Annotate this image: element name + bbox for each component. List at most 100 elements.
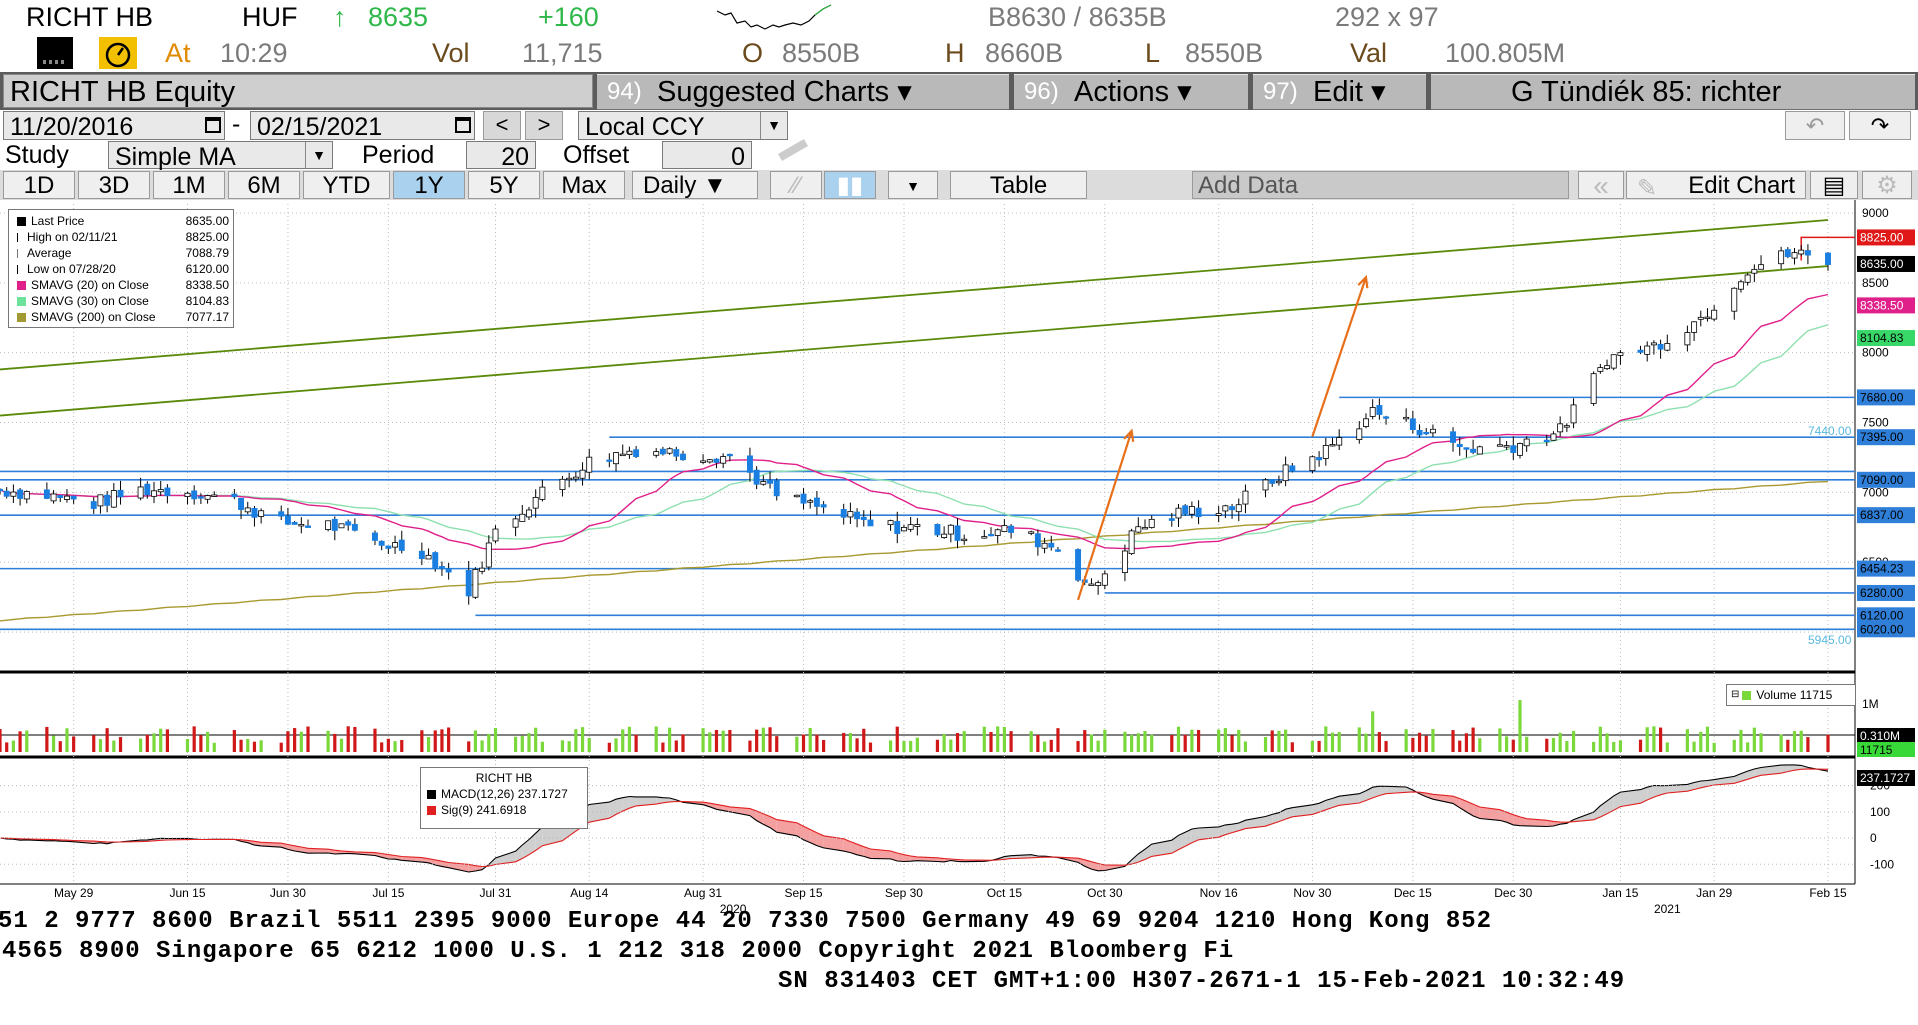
period-input[interactable]: 20 xyxy=(466,141,536,170)
next-period-button[interactable]: > xyxy=(525,111,563,140)
candle-body xyxy=(472,569,479,598)
x-tick-label: Dec 30 xyxy=(1494,886,1532,900)
currency-select[interactable]: Local CCY ▼ xyxy=(578,111,788,141)
chart-legend[interactable]: Last Price 8635.00 High on 02/11/21 8825.00… xyxy=(8,209,234,328)
candle-body xyxy=(1322,445,1329,459)
macd-value: 237.1727 xyxy=(517,787,568,801)
volume-bar xyxy=(1551,737,1556,752)
range-button-6m[interactable]: 6M xyxy=(228,171,300,199)
volume-bar xyxy=(755,729,759,752)
security-field[interactable]: RICHT HB Equity xyxy=(3,74,593,108)
candle-body xyxy=(633,449,640,458)
volume-bar xyxy=(293,728,297,752)
volume-bar xyxy=(915,737,919,752)
bid-ask: B8630 / 8635B xyxy=(988,2,1167,32)
volume-bar xyxy=(949,739,953,752)
x-tick-label: Oct 30 xyxy=(1087,886,1123,900)
redo-button[interactable]: ↷ xyxy=(1849,111,1911,140)
prev-period-button[interactable]: < xyxy=(483,111,521,140)
volume-bar xyxy=(232,730,236,752)
collapse-icon[interactable]: ⊟ xyxy=(1731,689,1740,700)
candle-body xyxy=(104,494,111,506)
candle-body xyxy=(485,542,492,568)
end-date-input[interactable]: 02/15/2021 xyxy=(250,111,475,141)
legend-value: 6120.00 xyxy=(185,262,229,276)
volume-bar xyxy=(902,741,906,752)
calendar-icon[interactable] xyxy=(205,117,221,133)
range-button-1m[interactable]: 1M xyxy=(153,171,225,199)
candle-chart-button[interactable]: ▮▮ xyxy=(824,171,876,199)
volume-bar xyxy=(1263,736,1268,752)
volume-bar xyxy=(1310,740,1315,752)
candle-body xyxy=(1617,352,1624,356)
volume-bar xyxy=(159,728,163,752)
volume-bar xyxy=(1284,729,1288,752)
volume-bar xyxy=(65,728,69,752)
volume-bar xyxy=(681,734,685,752)
range-button-1d[interactable]: 1D xyxy=(3,171,75,199)
suggested-charts-menu[interactable]: 94) Suggested Charts ▾ xyxy=(597,74,1009,110)
chevron-down-icon[interactable]: ▼ xyxy=(305,142,332,168)
volume-legend[interactable]: ⊟ Volume 11715 xyxy=(1726,684,1856,706)
calendar-icon[interactable] xyxy=(455,117,471,133)
price-label-box xyxy=(1857,607,1915,624)
monitor-icon[interactable] xyxy=(37,37,73,69)
macd-legend[interactable]: RICHT HB MACD(12,26) 237.1727 Sig(9) 241… xyxy=(420,767,588,829)
candle-body xyxy=(57,495,64,498)
line-chart-button[interactable]: ⁄⁄ xyxy=(770,171,822,199)
candle-body xyxy=(1684,332,1691,346)
candle-body xyxy=(291,521,298,525)
volume-bar xyxy=(574,729,578,752)
macd-legend-title: RICHT HB xyxy=(475,771,533,785)
offset-input[interactable]: 0 xyxy=(662,141,752,170)
legend-row: SMAVG (20) on Close 8338.50 xyxy=(13,277,229,293)
legend-swatch xyxy=(17,248,22,258)
y-tick-label: 8500 xyxy=(1862,276,1889,290)
security-name: RICHT HB Equity xyxy=(10,76,236,108)
candle-body xyxy=(1463,447,1470,450)
volume-bar xyxy=(199,735,203,752)
volume-bar xyxy=(1659,727,1663,752)
edit-menu[interactable]: 97) Edit ▾ xyxy=(1253,74,1426,110)
range-button-ytd[interactable]: YTD xyxy=(303,171,390,199)
edit-chart-button[interactable]: ✎ Edit Chart xyxy=(1626,171,1806,202)
offset-label: Offset xyxy=(563,141,630,169)
macd-fill xyxy=(1553,821,1561,826)
collapse-button[interactable]: « xyxy=(1578,171,1624,200)
price-chart[interactable]: 90008500800075007000650060008825.008635.… xyxy=(0,200,1918,925)
volume-bar xyxy=(386,738,390,752)
candle-body xyxy=(1101,573,1108,586)
start-date-input[interactable]: 11/20/2016 xyxy=(3,111,225,141)
volume-bar xyxy=(842,732,846,752)
range-button-max[interactable]: Max xyxy=(543,171,625,199)
candle-body xyxy=(847,511,854,518)
candle-body xyxy=(211,494,218,497)
study-label: Study xyxy=(5,141,69,169)
range-button-5y[interactable]: 5Y xyxy=(468,171,540,199)
candle-body xyxy=(572,476,579,480)
chart-type-dropdown[interactable]: ▼ xyxy=(888,171,938,199)
actions-menu[interactable]: 96) Actions ▾ xyxy=(1014,74,1248,110)
gear-icon[interactable]: ⚙ xyxy=(1862,171,1912,199)
range-button-3d[interactable]: 3D xyxy=(78,171,150,199)
undo-button[interactable]: ↶ xyxy=(1785,111,1845,140)
candle-body xyxy=(1229,506,1236,511)
chart-settings-button[interactable]: ▤ xyxy=(1810,171,1858,199)
macd-fill xyxy=(1781,764,1788,774)
candle-body xyxy=(278,511,285,517)
candle-body xyxy=(767,480,774,484)
table-button[interactable]: Table xyxy=(950,171,1087,199)
eraser-icon[interactable] xyxy=(778,139,808,161)
macd-fill xyxy=(823,835,844,852)
add-data-input[interactable]: Add Data xyxy=(1192,171,1569,199)
macd-fill xyxy=(1687,782,1695,792)
chevron-down-icon[interactable]: ▼ xyxy=(760,112,787,139)
macd-fill xyxy=(281,843,288,850)
candle-body xyxy=(1744,274,1751,283)
frequency-select[interactable]: Daily ▼ xyxy=(632,171,758,199)
study-select[interactable]: Simple MA ▼ xyxy=(108,141,333,170)
candle-body xyxy=(1128,530,1135,555)
range-button-1y[interactable]: 1Y xyxy=(393,171,465,199)
speedometer-icon[interactable] xyxy=(99,37,137,69)
legend-row: Average 7088.79 xyxy=(13,245,229,261)
